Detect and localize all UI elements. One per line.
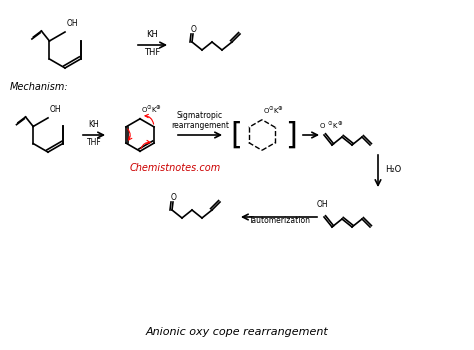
Text: H₂O: H₂O <box>385 166 401 175</box>
Text: KH: KH <box>89 120 100 129</box>
Text: ⊙: ⊙ <box>147 105 152 110</box>
Text: ⊕: ⊕ <box>278 106 283 111</box>
Text: ⊙: ⊙ <box>328 121 333 126</box>
Text: THF: THF <box>144 48 160 57</box>
Text: ]: ] <box>285 120 297 149</box>
Text: O: O <box>264 108 269 114</box>
Text: Mechanism:: Mechanism: <box>10 82 69 92</box>
Text: OH: OH <box>67 19 79 28</box>
Text: OH: OH <box>316 200 328 209</box>
Text: O: O <box>191 25 197 34</box>
Text: Anionic oxy cope rearrangement: Anionic oxy cope rearrangement <box>146 327 328 337</box>
Text: KH: KH <box>146 30 158 39</box>
Text: O: O <box>142 107 147 113</box>
Text: ⊕: ⊕ <box>156 105 161 110</box>
Text: Tautomerization: Tautomerization <box>249 216 311 225</box>
Text: [: [ <box>231 120 243 149</box>
Text: O: O <box>319 123 325 129</box>
Text: ⊕: ⊕ <box>338 121 343 126</box>
Text: THF: THF <box>87 138 101 147</box>
Text: ⊙: ⊙ <box>269 106 273 111</box>
Text: Chemistnotes.com: Chemistnotes.com <box>130 163 221 173</box>
Text: K: K <box>151 107 155 113</box>
Text: K: K <box>332 123 337 129</box>
Text: O: O <box>171 193 177 202</box>
Text: K: K <box>273 108 277 114</box>
Text: Sigmatropic
rearrangement: Sigmatropic rearrangement <box>171 111 229 130</box>
Text: OH: OH <box>50 105 62 114</box>
